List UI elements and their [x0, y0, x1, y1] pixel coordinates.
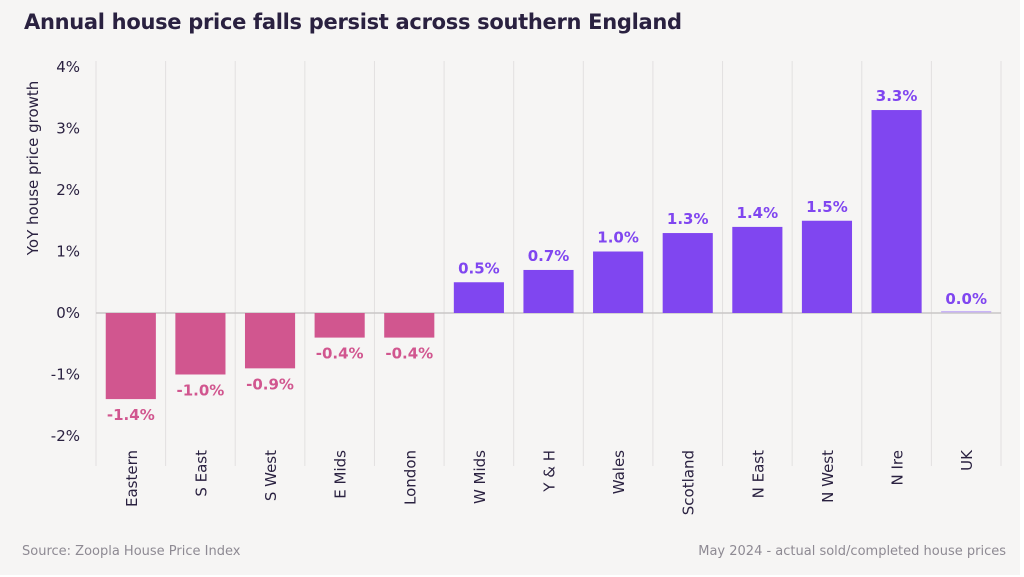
date-note: May 2024 - actual sold/completed house p…	[698, 544, 1006, 559]
bar	[244, 313, 296, 369]
data-labels: -1.4% -1.0% -0.9% -0.4% -0.4% 0.5% 0.7% 1.0% 1.3…	[107, 87, 987, 424]
data-label: 1.4%	[737, 204, 779, 222]
data-label: -1.4%	[107, 406, 155, 424]
y-axis-ticks: 4% 3% 2% 1% 0% -1% -2%	[51, 58, 80, 445]
bar	[662, 233, 713, 313]
x-tick-label: UK	[958, 449, 976, 471]
x-tick-label: W Mids	[471, 450, 489, 504]
x-tick-label: Eastern	[123, 450, 141, 507]
y-tick-label: 2%	[56, 181, 80, 199]
data-label: 1.0%	[597, 229, 639, 247]
y-tick-label: 0%	[56, 304, 80, 322]
y-tick-label: -2%	[51, 427, 80, 445]
y-tick-label: 1%	[56, 243, 80, 261]
data-label: -0.9%	[246, 375, 294, 393]
bar	[732, 226, 783, 313]
data-label: 0.5%	[458, 259, 500, 277]
bar	[801, 220, 853, 313]
data-label: -1.0%	[177, 382, 225, 400]
x-tick-label: Scotland	[680, 450, 698, 515]
data-label: 0.0%	[945, 290, 987, 308]
source-note: Source: Zoopla House Price Index	[22, 544, 241, 559]
data-label: 3.3%	[876, 87, 918, 105]
data-label: -0.4%	[385, 345, 433, 363]
x-tick-label: N East	[749, 450, 767, 498]
x-tick-label: S West	[262, 450, 280, 501]
data-label: -0.4%	[316, 345, 364, 363]
x-tick-label: S East	[192, 450, 210, 497]
bar	[941, 311, 992, 313]
y-tick-label: 4%	[56, 58, 80, 76]
x-tick-label: London	[401, 450, 419, 505]
bar	[453, 282, 504, 313]
bar	[384, 313, 435, 338]
bar	[314, 313, 365, 338]
data-label: 1.5%	[806, 198, 848, 216]
x-tick-label: N West	[819, 450, 837, 503]
y-tick-label: -1%	[51, 366, 80, 384]
data-label: 0.7%	[528, 247, 570, 265]
data-label: 1.3%	[667, 210, 709, 228]
bars	[105, 110, 992, 400]
x-tick-label: N Ire	[889, 450, 907, 485]
bar	[593, 251, 644, 313]
y-tick-label: 3%	[56, 120, 80, 138]
bar	[105, 313, 156, 400]
x-tick-label: Wales	[610, 450, 628, 494]
chart-title: Annual house price falls persist across …	[24, 10, 682, 34]
y-axis-label: YoY house price growth	[24, 81, 42, 257]
x-tick-label: E Mids	[332, 450, 350, 499]
bar	[523, 269, 574, 313]
x-axis-categories: Eastern S East S West E Mids London W Mids Y &…	[123, 449, 976, 515]
x-tick-label: Y & H	[541, 450, 559, 493]
bar	[175, 313, 226, 375]
bar	[871, 110, 922, 313]
